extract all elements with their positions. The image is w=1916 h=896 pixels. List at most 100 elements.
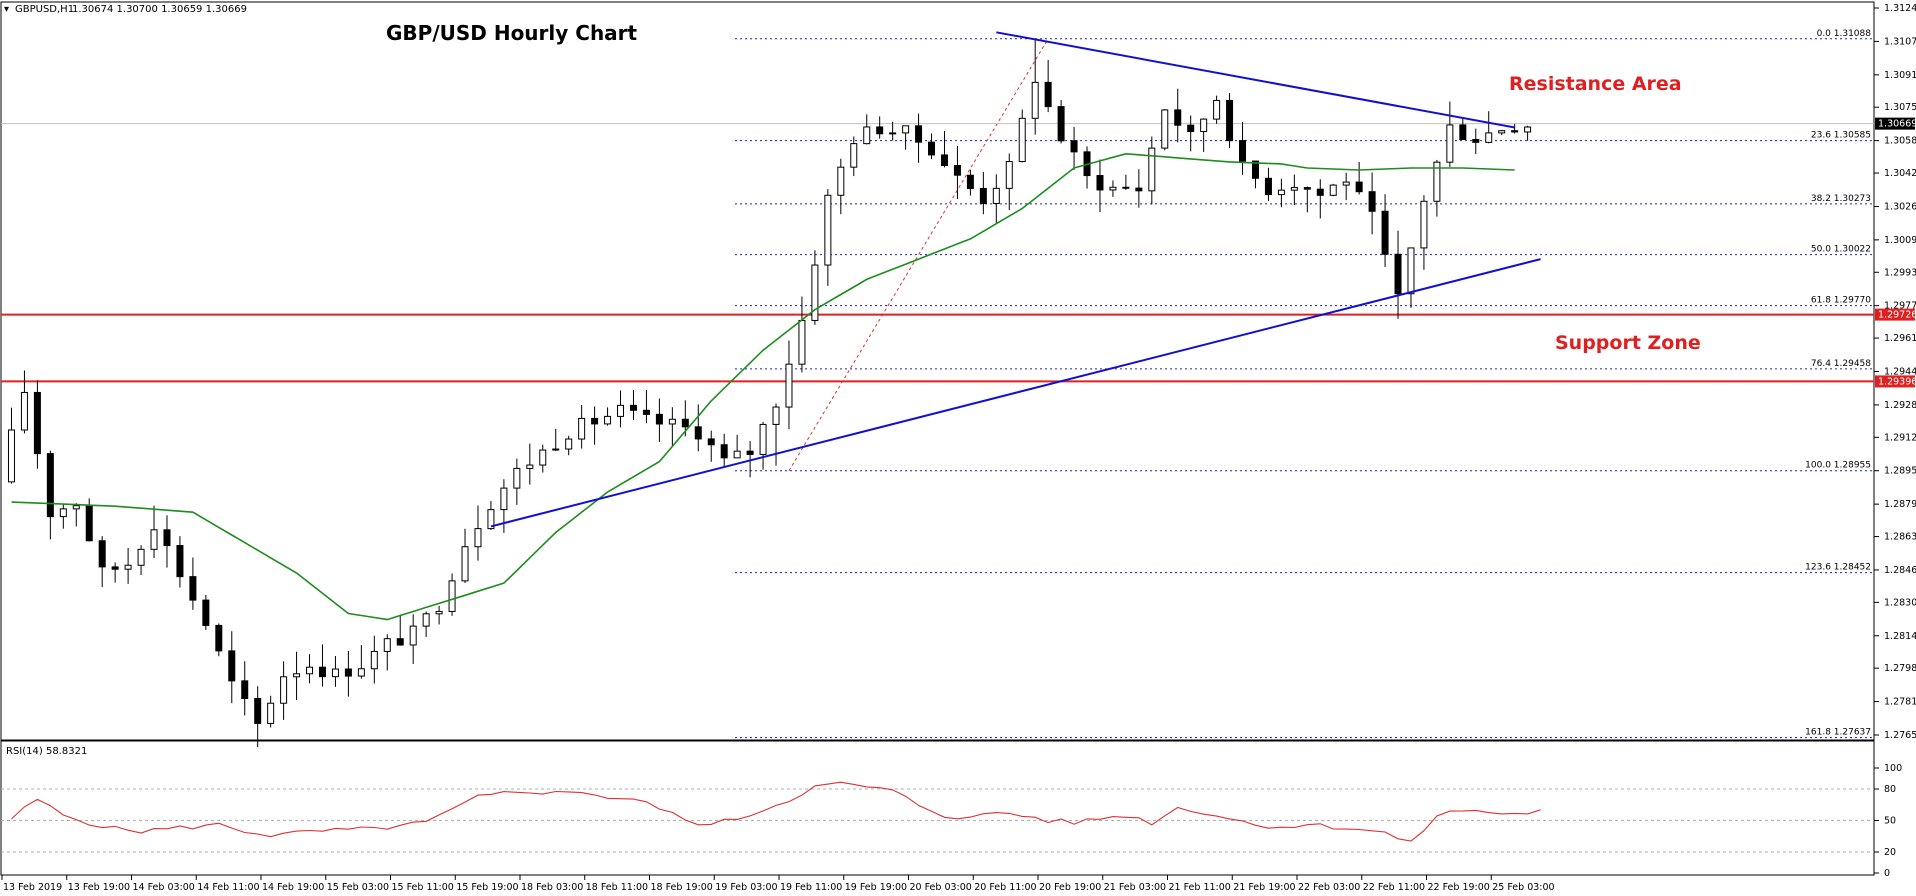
- price-tick-label: 1.30750: [1884, 102, 1916, 113]
- bull-candle: [370, 650, 378, 670]
- bear-candle: [98, 540, 106, 568]
- bull-candle: [357, 668, 365, 677]
- bull-candle: [1018, 117, 1026, 163]
- bull-candle: [604, 415, 612, 425]
- price-tick-label: 1.28465: [1884, 565, 1916, 576]
- bear-candle: [85, 505, 93, 542]
- bull-candle: [1524, 126, 1532, 133]
- bear-candle: [1511, 130, 1519, 133]
- bull-candle: [902, 125, 910, 134]
- price-tick-label: 1.27815: [1884, 697, 1916, 708]
- fib-level-label: 123.6 1.28452: [1805, 563, 1871, 573]
- rsi-tick-label: 100: [1884, 763, 1902, 774]
- bull-candle: [1485, 132, 1493, 143]
- bull-candle: [837, 166, 845, 196]
- price-tick-label: 1.28790: [1884, 499, 1916, 510]
- fib-level-label: 61.8 1.29770: [1811, 296, 1871, 306]
- bull-candle: [1433, 161, 1441, 202]
- bull-candle: [1148, 147, 1156, 192]
- fib-level-label: 76.4 1.29458: [1811, 359, 1871, 369]
- bull-candle: [422, 613, 430, 627]
- bull-candle: [863, 126, 871, 145]
- bull-candle: [409, 625, 417, 646]
- time-tick-label: 22 Feb 03:00: [1298, 882, 1360, 893]
- fib-level-label: 100.0 1.28955: [1805, 461, 1871, 471]
- bull-candle: [772, 406, 780, 425]
- time-tick-label: 22 Feb 19:00: [1428, 882, 1490, 893]
- rsi-label: RSI(14) 58.8321: [6, 746, 87, 757]
- bull-candle: [137, 548, 145, 566]
- bear-candle: [1096, 175, 1104, 191]
- bear-candle: [1381, 210, 1389, 255]
- time-tick-label: 19 Feb 19:00: [845, 882, 907, 893]
- time-tick-label: 21 Feb 03:00: [1104, 882, 1166, 893]
- resistance-annotation: Resistance Area: [1509, 73, 1682, 95]
- time-tick-label: 14 Feb 03:00: [133, 882, 195, 893]
- bull-candle: [1407, 247, 1415, 295]
- fibonacci-retracement: 0.0 1.31088 23.6 1.30585 38.2 1.30273 50.0 …: [735, 29, 1874, 739]
- resistance-trend-line: [996, 31, 1515, 129]
- price-tick-label: 1.29120: [1884, 432, 1916, 443]
- main-chart-frame: [0, 1, 1875, 743]
- time-tick-label: 20 Feb 11:00: [974, 882, 1036, 893]
- bear-candle: [940, 154, 948, 167]
- price-axis: 1.31240 1.31075 1.30910 1.30750 1.30585 1.304…: [1874, 3, 1916, 741]
- bear-candle: [318, 666, 326, 678]
- fib-level-label: 50.0 1.30022: [1811, 245, 1871, 255]
- bull-candle: [1109, 186, 1117, 191]
- time-tick-label: 13 Feb 19:00: [68, 882, 130, 893]
- bull-candle: [383, 638, 391, 652]
- bear-candle: [707, 438, 715, 446]
- price-tick-label: 1.29770: [1884, 301, 1916, 312]
- bear-candle: [1303, 187, 1311, 190]
- bull-candle: [1213, 99, 1221, 120]
- bear-candle: [681, 418, 689, 428]
- fib-level-label: 0.0 1.31088: [1817, 29, 1872, 39]
- bull-candle: [150, 529, 158, 550]
- symbol-arrow-icon: ▾: [4, 4, 9, 15]
- bear-candle: [163, 529, 171, 547]
- bear-candle: [215, 624, 223, 652]
- bull-candle: [59, 508, 67, 518]
- bull-candle: [526, 464, 534, 469]
- bull-candle: [552, 448, 560, 451]
- rsi-tick-label: 80: [1884, 784, 1896, 795]
- bear-candle: [746, 450, 754, 455]
- bear-candle: [396, 638, 404, 646]
- bull-candle: [448, 580, 456, 612]
- bear-candle: [979, 187, 987, 205]
- fib-level-label: 23.6 1.30585: [1811, 131, 1871, 141]
- bear-candle: [189, 576, 197, 601]
- bull-candle: [759, 423, 767, 455]
- time-tick-label: 15 Feb 19:00: [456, 882, 518, 893]
- ohlc-values: 1.30674 1.30700 1.30659 1.30669: [72, 4, 247, 15]
- price-tick-label: 1.30425: [1884, 168, 1916, 179]
- bear-candle: [928, 141, 936, 156]
- bull-candle: [889, 132, 897, 135]
- price-tick-label: 1.31075: [1884, 36, 1916, 47]
- bear-candle: [966, 174, 974, 189]
- bear-candle: [176, 545, 184, 578]
- bull-candle: [1446, 124, 1454, 163]
- rsi-tick-label: 0: [1884, 868, 1890, 879]
- bear-candle: [111, 566, 119, 570]
- price-tick-label: 1.29280: [1884, 400, 1916, 411]
- price-tick-label: 1.27980: [1884, 663, 1916, 674]
- bear-candle: [694, 426, 702, 440]
- rsi-line: [11, 781, 1541, 842]
- fib-level-label: 161.8 1.27637: [1805, 728, 1871, 738]
- bull-candle: [798, 319, 806, 365]
- price-tick-label: 1.28955: [1884, 466, 1916, 477]
- bear-candle: [254, 698, 262, 724]
- bull-candle: [331, 668, 339, 678]
- time-tick-label: 20 Feb 03:00: [910, 882, 972, 893]
- bull-candle: [1329, 184, 1337, 196]
- bear-candle: [591, 417, 599, 425]
- horizontal-levels: 1.29726 1.29396 1.30669: [1, 117, 1916, 388]
- level-price-label: 1.29396: [1878, 376, 1916, 387]
- bear-candle: [1135, 187, 1143, 192]
- price-tick-label: 1.30260: [1884, 201, 1916, 212]
- bear-candle: [1394, 253, 1402, 295]
